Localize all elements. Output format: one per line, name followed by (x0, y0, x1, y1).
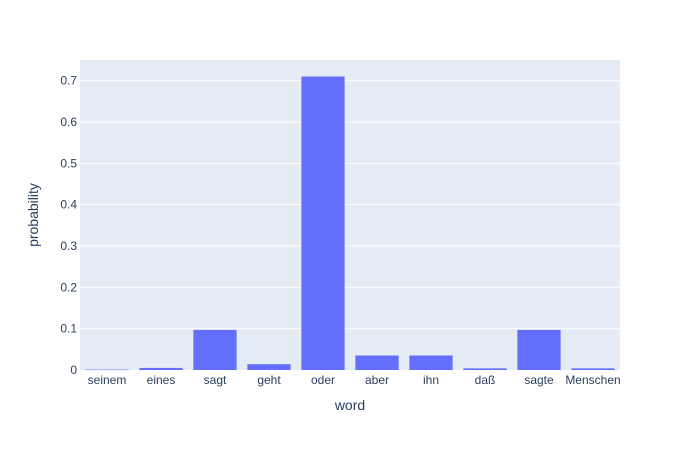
grid-lines (80, 80, 620, 330)
x-tick-label: sagte (524, 373, 554, 387)
bar-geht[interactable] (247, 364, 291, 370)
x-tick-label: oder (311, 373, 335, 387)
x-tick-label: Menschen (565, 373, 620, 387)
y-tick-label: 0.1 (60, 322, 77, 336)
y-tick-label: 0 (70, 363, 77, 377)
y-tick-label: 0.4 (60, 198, 77, 212)
x-tick-label: seinem (88, 373, 127, 387)
bar-sagt[interactable] (193, 329, 237, 370)
y-tick-label: 0.3 (60, 239, 77, 253)
bar-sagte[interactable] (517, 329, 561, 370)
bar-seinem[interactable] (85, 369, 129, 371)
bars (85, 76, 615, 371)
y-tick-labels: 0 0.1 0.2 0.3 0.4 0.5 0.6 0.7 (60, 74, 77, 377)
y-tick-label: 0.2 (60, 280, 77, 294)
x-tick-label: daß (475, 373, 496, 387)
bar-aber[interactable] (355, 355, 399, 370)
x-tick-label: ihn (423, 373, 439, 387)
bar-eines[interactable] (139, 367, 183, 370)
bar-ihn[interactable] (409, 355, 453, 370)
y-tick-label: 0.7 (60, 74, 77, 88)
y-tick-label: 0.6 (60, 115, 77, 129)
x-tick-label: eines (147, 373, 176, 387)
x-tick-label: sagt (204, 373, 227, 387)
y-tick-label: 0.5 (60, 156, 77, 170)
plot-background (80, 60, 620, 370)
bar-daß[interactable] (463, 368, 507, 370)
bar-oder[interactable] (301, 76, 345, 371)
x-tick-label: geht (257, 373, 281, 387)
x-tick-labels: seinem eines sagt geht oder aber ihn daß sagte Me… (88, 373, 621, 387)
y-axis-title: probability (25, 183, 41, 247)
x-axis-title: word (334, 397, 365, 413)
x-tick-label: aber (365, 373, 389, 387)
bar-Menschen[interactable] (571, 368, 615, 370)
